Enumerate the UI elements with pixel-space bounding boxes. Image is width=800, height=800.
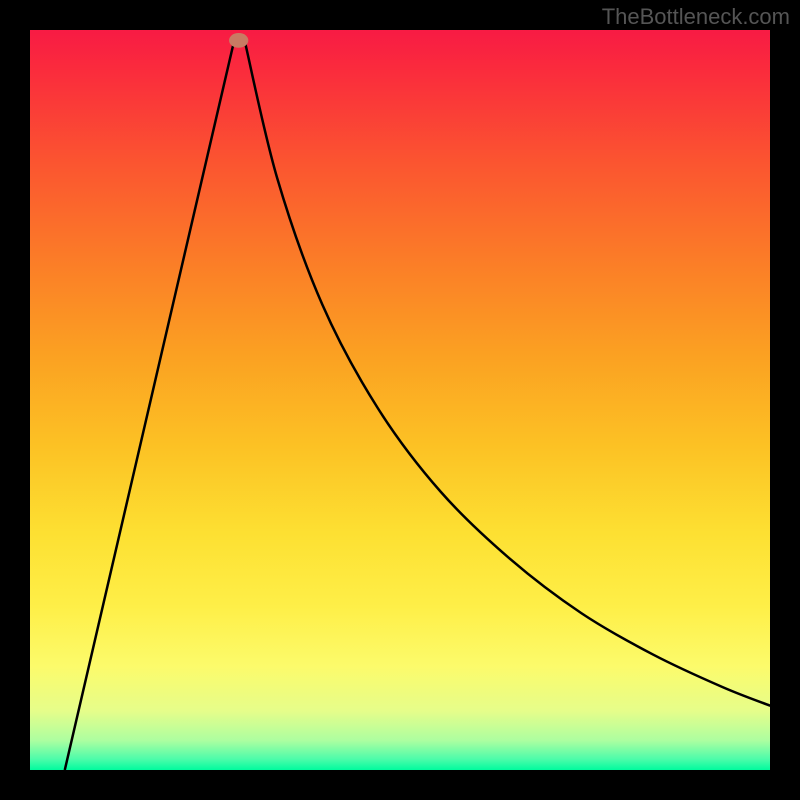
bottleneck-marker [229, 33, 248, 48]
chart-container: TheBottleneck.com [0, 0, 800, 800]
watermark-label: TheBottleneck.com [602, 4, 790, 30]
bottleneck-chart [0, 0, 800, 800]
